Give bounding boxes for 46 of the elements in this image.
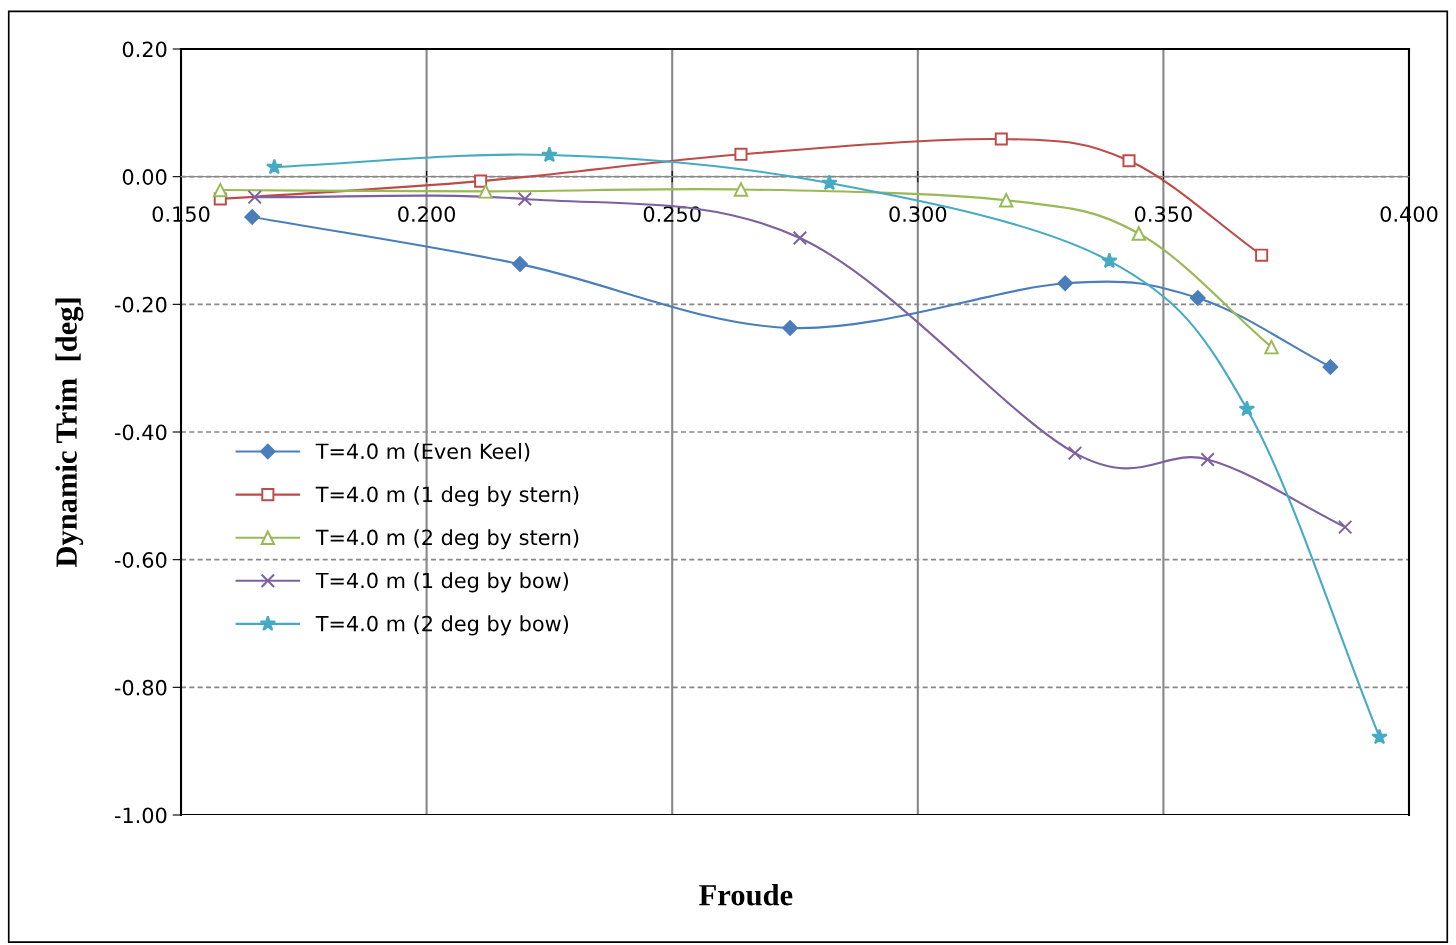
y-tick-label: -0.20 <box>114 296 167 313</box>
x-tick-label: 0.350 <box>1134 206 1192 222</box>
point <box>1255 248 1269 262</box>
y-tick-label: -0.60 <box>114 552 167 568</box>
point <box>792 230 808 246</box>
y-tick-label: -0.80 <box>114 679 167 696</box>
point <box>994 132 1008 146</box>
point <box>266 158 283 175</box>
y-tick-label: 0.20 <box>122 41 167 58</box>
point <box>1200 452 1215 467</box>
point <box>247 189 262 205</box>
point <box>999 193 1014 208</box>
point <box>474 174 488 188</box>
point <box>1067 445 1083 461</box>
point <box>1238 400 1256 417</box>
point <box>517 191 533 207</box>
point <box>734 147 748 161</box>
point <box>782 320 798 336</box>
y-axis-title: Dynamic Trim [deg] <box>55 298 84 568</box>
legend-label: T=4.0 m (Even Keel) <box>315 443 530 462</box>
point <box>821 174 838 191</box>
point <box>1131 226 1147 241</box>
point <box>1057 275 1073 292</box>
point <box>1264 339 1279 355</box>
y-tick-label: -1.00 <box>114 807 167 824</box>
point <box>1371 728 1388 745</box>
x-axis-title: Froude <box>699 883 793 906</box>
legend-label: T=4.0 m (1 deg by stern) <box>315 486 579 507</box>
legend-label: T=4.0 m (2 deg by stern) <box>315 529 579 550</box>
x-tick-label: 0.300 <box>889 206 947 222</box>
x-tick-label: 0.200 <box>398 206 456 222</box>
point <box>1122 154 1136 168</box>
point <box>1101 252 1118 269</box>
point <box>1322 359 1339 375</box>
legend-label: T=4.0 m (2 deg by bow) <box>315 615 569 636</box>
legend-label: T=4.0 m (1 deg by bow) <box>315 572 569 593</box>
y-tick-label: 0.00 <box>122 169 167 185</box>
point <box>512 256 528 272</box>
point <box>478 184 493 199</box>
point <box>1189 290 1206 306</box>
y-tick-label: -0.40 <box>114 424 167 441</box>
point <box>213 182 228 198</box>
point <box>1337 519 1353 535</box>
point <box>733 182 749 197</box>
point <box>244 209 261 225</box>
point <box>541 146 558 163</box>
